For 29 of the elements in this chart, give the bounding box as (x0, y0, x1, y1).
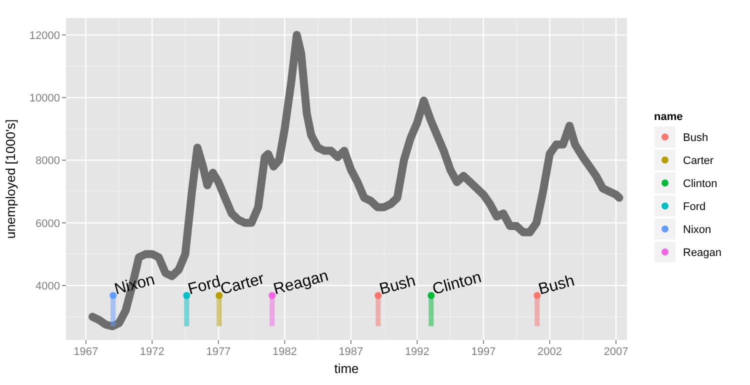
y-tick-label: 12000 (29, 30, 60, 42)
x-tick-label: 1977 (206, 346, 231, 358)
legend-label: Carter (683, 155, 714, 167)
y-tick-label: 10000 (29, 92, 60, 105)
y-tick-label: 8000 (36, 155, 60, 168)
x-tick-label: 1982 (272, 346, 297, 358)
text: Nixon (112, 271, 157, 298)
legend-label: Nixon (683, 224, 712, 236)
text: Clinton (430, 269, 484, 298)
text: Reagan (272, 267, 330, 298)
legend-label: Ford (683, 201, 706, 213)
legend-title: name (654, 111, 683, 123)
x-tick-label: 2002 (537, 346, 562, 358)
y-axis-title: unemployed [1000's] (3, 119, 18, 239)
x-tick-label: 1987 (338, 346, 364, 358)
x-tick-label: 1992 (404, 346, 430, 358)
x-tick-label: 2007 (604, 346, 628, 358)
legend-label: Clinton (683, 178, 718, 190)
x-tick-label: 1972 (140, 346, 164, 358)
y-tick-label: 6000 (36, 218, 60, 230)
text: Bush (378, 272, 418, 298)
text: Bush (536, 272, 576, 298)
x-tick-label: 1997 (471, 346, 496, 358)
x-tick-label: 1967 (74, 346, 98, 358)
y-tick-label: 4000 (36, 280, 60, 292)
x-axis-title: time (334, 361, 359, 376)
legend-label: Bush (683, 132, 708, 144)
legend-label: Reagan (683, 247, 722, 259)
text: Ford (186, 273, 222, 298)
